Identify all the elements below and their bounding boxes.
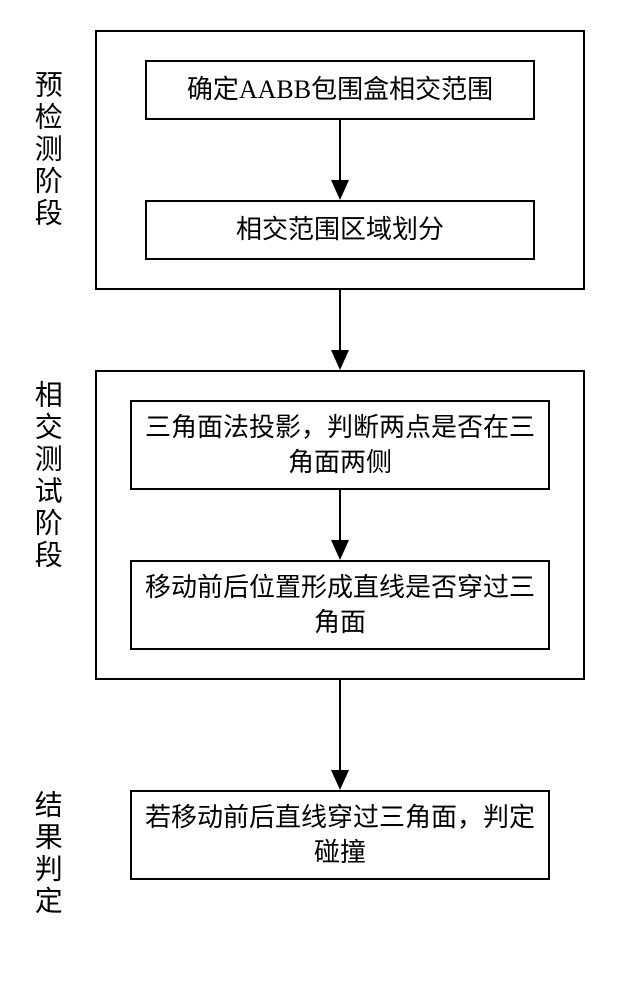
node-triangle-projection: 三角面法投影，判断两点是否在三角面两侧	[130, 400, 550, 490]
node-aabb-range: 确定AABB包围盒相交范围	[145, 60, 535, 120]
phase-label-pre: 预检测阶段	[30, 70, 61, 230]
phase-label-result: 结果判定	[30, 790, 61, 918]
phase-label-intersect: 相交测试阶段	[30, 380, 61, 572]
node-line-through-triangle: 移动前后位置形成直线是否穿过三角面	[130, 560, 550, 650]
node-region-partition: 相交范围区域划分	[145, 200, 535, 260]
arrow-head-1	[331, 350, 349, 370]
arrow-head-3	[331, 770, 349, 790]
flowchart-canvas: 预检测阶段 相交测试阶段 结果判定 确定AABB包围盒相交范围 相交范围区域划分…	[0, 0, 626, 1000]
node-collision-result: 若移动前后直线穿过三角面，判定碰撞	[130, 790, 550, 880]
